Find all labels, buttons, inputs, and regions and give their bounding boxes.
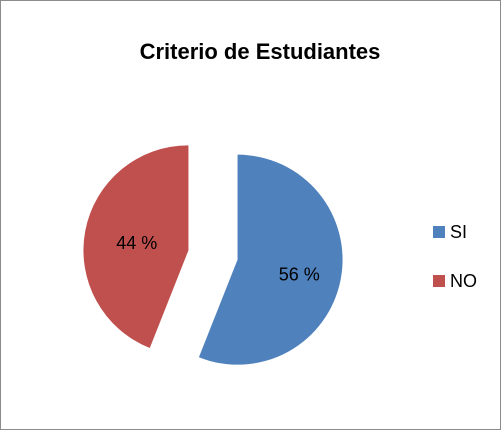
legend-label: SI [450,222,467,242]
legend-swatch [433,226,445,238]
pie-slice [83,145,189,348]
pie-slice [198,154,343,365]
chart-title: Criterio de Estudiantes [140,39,381,64]
data-label: 56 % [279,264,320,284]
legend-swatch [433,275,445,287]
legend-label: NO [450,271,477,291]
data-label: 44 % [116,233,157,253]
